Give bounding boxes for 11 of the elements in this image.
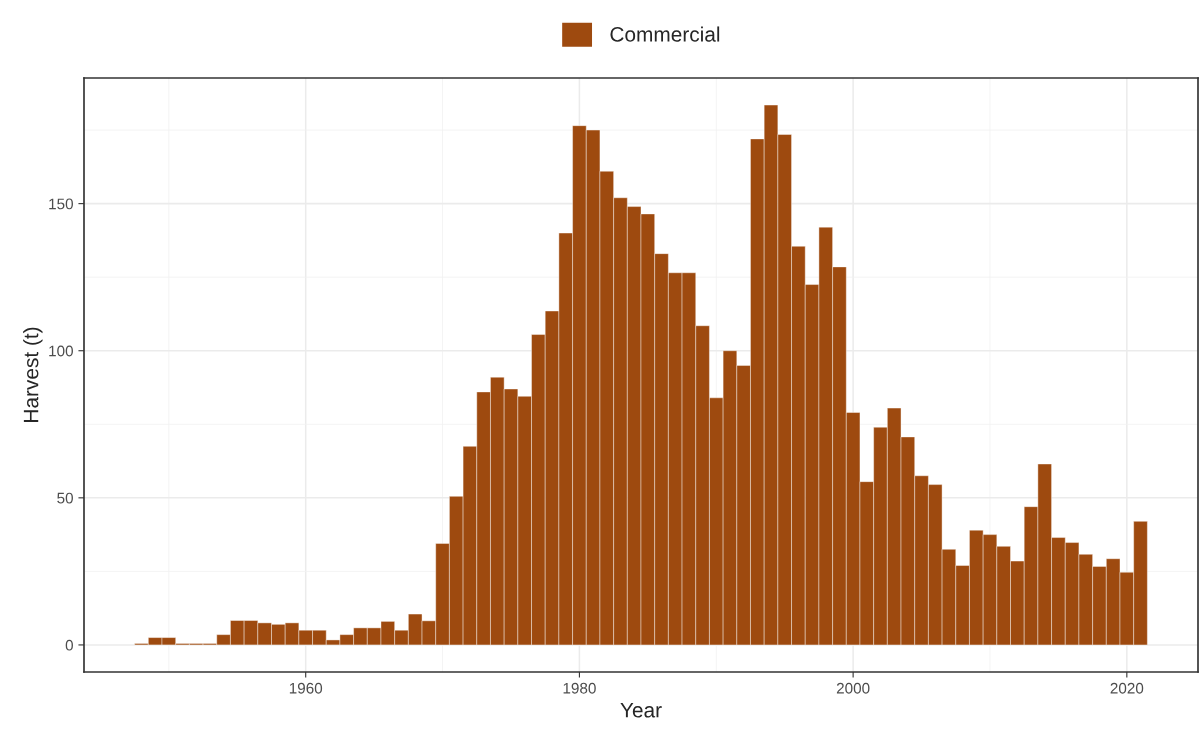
legend-label: Commercial — [610, 26, 720, 42]
y-tick-label: 100 — [49, 345, 73, 357]
x-tick-label: 2020 — [1110, 682, 1144, 694]
x-tick-label: 1960 — [289, 682, 323, 694]
y-tick-label: 150 — [49, 198, 73, 210]
x-tick-label: 1980 — [563, 682, 596, 694]
y-axis-title: Harvest (t) — [23, 327, 43, 422]
x-axis-title: Year — [620, 702, 662, 718]
x-tick-label: 2000 — [836, 682, 870, 694]
y-tick-label: 50 — [57, 492, 73, 504]
y-tick-label: 0 — [65, 639, 73, 651]
